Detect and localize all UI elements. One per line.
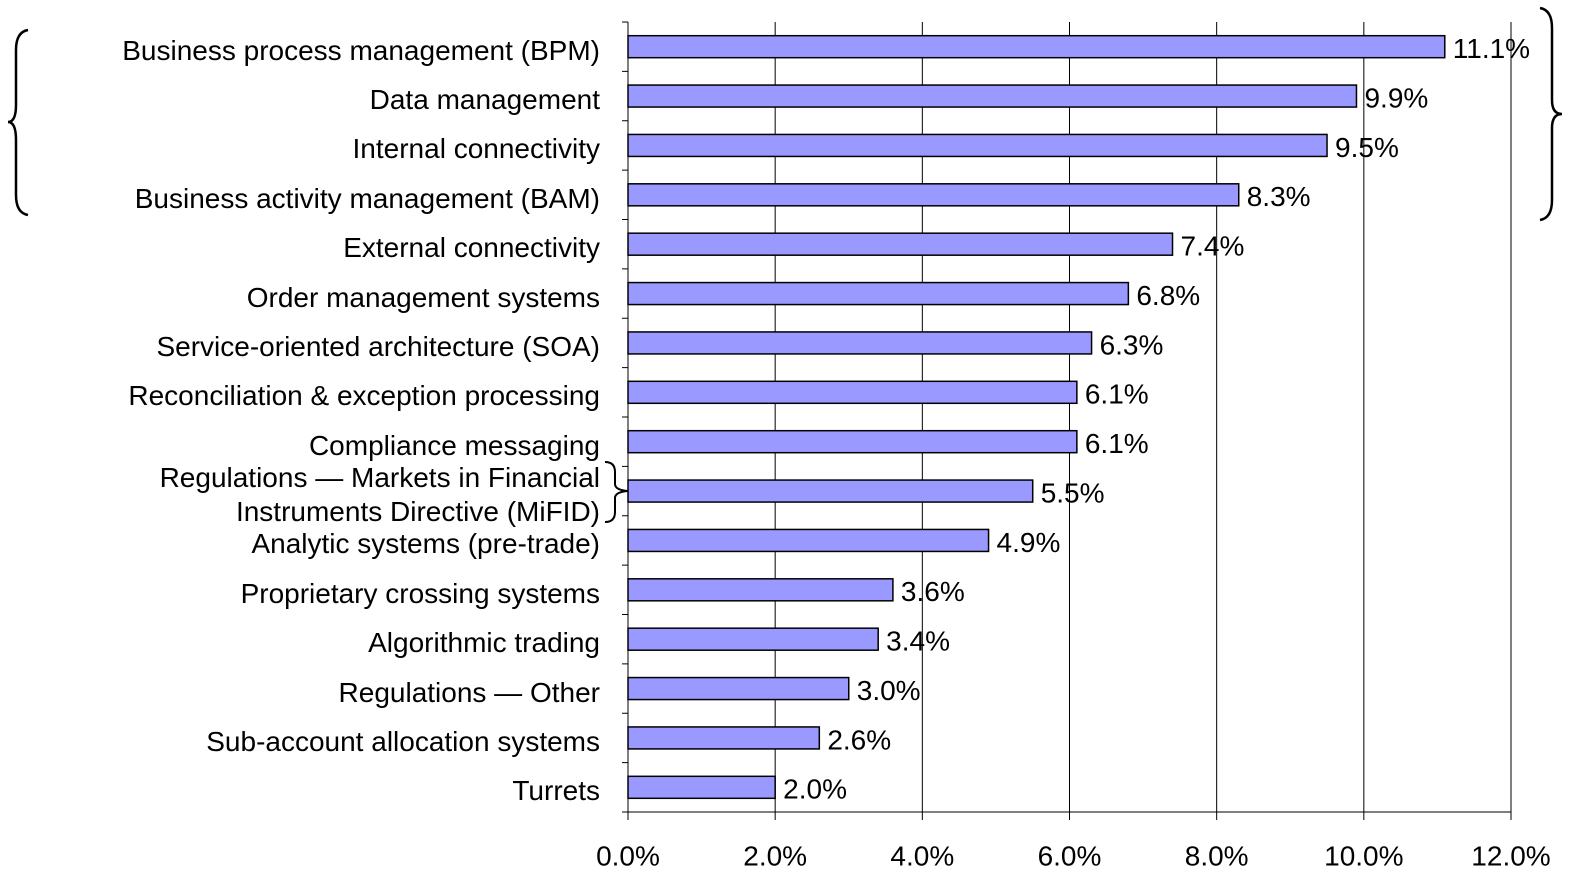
brace (1539, 6, 1563, 222)
bar (627, 380, 1078, 405)
category-label: Order management systems (246, 281, 600, 313)
bar (627, 281, 1130, 306)
bar (627, 34, 1446, 59)
x-tick-label: 8.0% (1185, 840, 1249, 871)
category-label: Sub-account allocation systems (206, 725, 600, 757)
category-label: Algorithmic trading (368, 627, 600, 659)
bar (627, 578, 894, 602)
bar (627, 479, 1034, 503)
x-tick-label: 12.0% (1471, 840, 1550, 871)
bar (627, 133, 1328, 158)
category-label: Turrets (512, 775, 600, 807)
x-tick-label: 0.0% (596, 840, 660, 871)
bar (627, 528, 990, 553)
category-label: Regulations — Other (338, 676, 600, 708)
bar (627, 676, 850, 701)
bar (627, 331, 1093, 355)
x-tick-label: 6.0% (1038, 840, 1102, 871)
category-label: Proprietary crossing systems (240, 577, 600, 609)
bar (627, 775, 776, 800)
category-label: Service-oriented architecture (SOA) (156, 330, 600, 362)
bar (627, 726, 821, 750)
category-label: Business process management (BPM) (122, 34, 600, 66)
brace (604, 461, 629, 523)
category-label: Reconciliation & exception processing (128, 380, 600, 412)
x-tick-label: 4.0% (890, 840, 954, 871)
value-label: 6.8% (1136, 280, 1200, 311)
value-label: 2.6% (827, 724, 891, 755)
value-label: 5.5% (1041, 477, 1105, 508)
x-tick-label: 10.0% (1324, 840, 1403, 871)
category-label: Data management (369, 84, 600, 116)
value-label: 9.9% (1364, 82, 1428, 113)
category-label: Regulations — Markets in Financial Instr… (159, 462, 600, 528)
value-label: 3.4% (886, 626, 950, 657)
value-label: 7.4% (1181, 231, 1245, 262)
value-label: 9.5% (1335, 132, 1399, 163)
category-label: Internal connectivity (352, 133, 600, 165)
value-label: 3.0% (857, 675, 921, 706)
category-label: External connectivity (343, 232, 600, 264)
category-label: Compliance messaging (308, 429, 600, 461)
value-label: 11.1% (1453, 33, 1530, 64)
value-label: 2.0% (783, 774, 847, 805)
value-label: 8.3% (1247, 181, 1311, 212)
bar (627, 232, 1174, 256)
value-label: 6.1% (1085, 428, 1149, 459)
brace (7, 28, 29, 217)
x-tick-label: 2.0% (743, 840, 807, 871)
bar (627, 183, 1240, 207)
bar (627, 429, 1078, 454)
bar (627, 627, 879, 651)
value-label: 3.6% (901, 576, 965, 607)
value-label: 6.3% (1100, 329, 1164, 360)
value-label: 4.9% (997, 527, 1061, 558)
value-label: 6.1% (1085, 379, 1149, 410)
category-label: Business activity management (BAM) (134, 182, 600, 214)
category-label: Analytic systems (pre-trade) (251, 528, 600, 560)
bar (627, 84, 1358, 108)
